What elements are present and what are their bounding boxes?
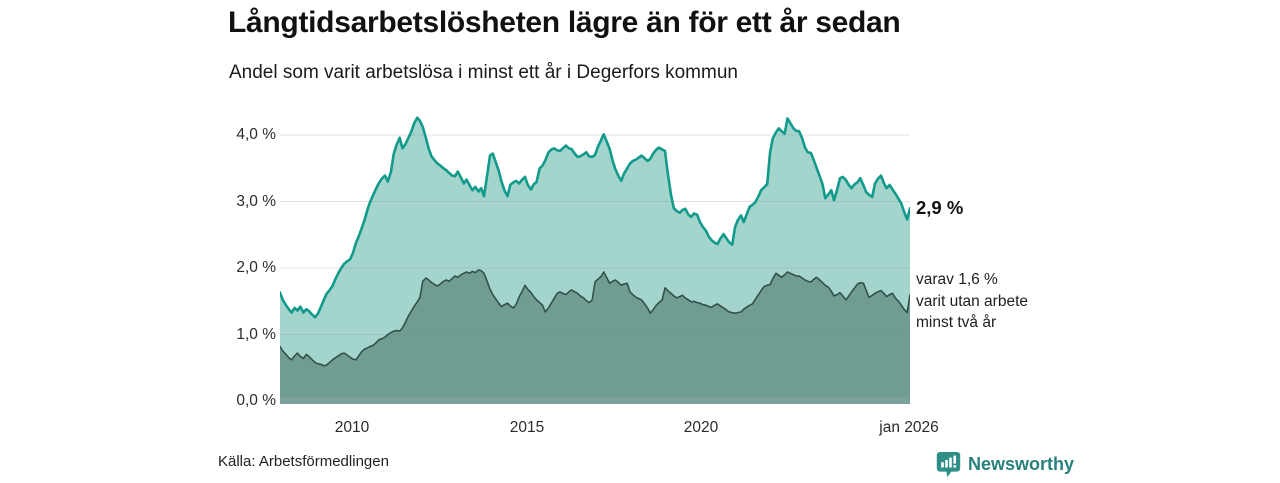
- x-tick-2020: 2020: [683, 419, 719, 436]
- secondary-series-label: varav 1,6 % varit utan arbete minst två …: [916, 269, 1028, 334]
- secondary-label-line2: varit utan arbete: [916, 292, 1029, 310]
- line-series-min-one-year: [278, 116, 912, 319]
- y-tick-1: 1,0 %: [236, 325, 276, 343]
- x-tick-2015: 2015: [509, 419, 545, 436]
- y-tick-4: 4,0 %: [236, 126, 276, 143]
- x-tick-2010: 2010: [334, 419, 370, 436]
- newsworthy-brand: Newsworthy: [936, 451, 1074, 479]
- unemployment-area-chart: [278, 116, 912, 405]
- x-tick-jan2026: jan 2026: [879, 419, 939, 436]
- secondary-label-line3: minst två år: [916, 314, 997, 331]
- x-axis-baseline-bar: [280, 397, 910, 405]
- y-tick-2: 2,0 %: [236, 259, 276, 276]
- latest-value-label: 2,9 %: [916, 197, 964, 218]
- chart-subtitle: Andel som varit arbetslösa i minst ett å…: [229, 62, 738, 83]
- source-note: Källa: Arbetsförmedlingen: [218, 453, 389, 470]
- page-title: Långtidsarbetslösheten lägre än för ett …: [228, 6, 901, 39]
- bar-chart-speech-bubble-icon: [936, 451, 961, 483]
- y-tick-0: 0,0 %: [236, 392, 276, 409]
- area-series-min-two-years: [280, 270, 910, 401]
- secondary-label-line1: varav 1,6 %: [916, 271, 998, 288]
- y-tick-3: 3,0 %: [236, 192, 276, 210]
- line-series-min-two-years: [279, 269, 911, 367]
- plot-area: [278, 110, 912, 405]
- brand-name: Newsworthy: [968, 454, 1075, 474]
